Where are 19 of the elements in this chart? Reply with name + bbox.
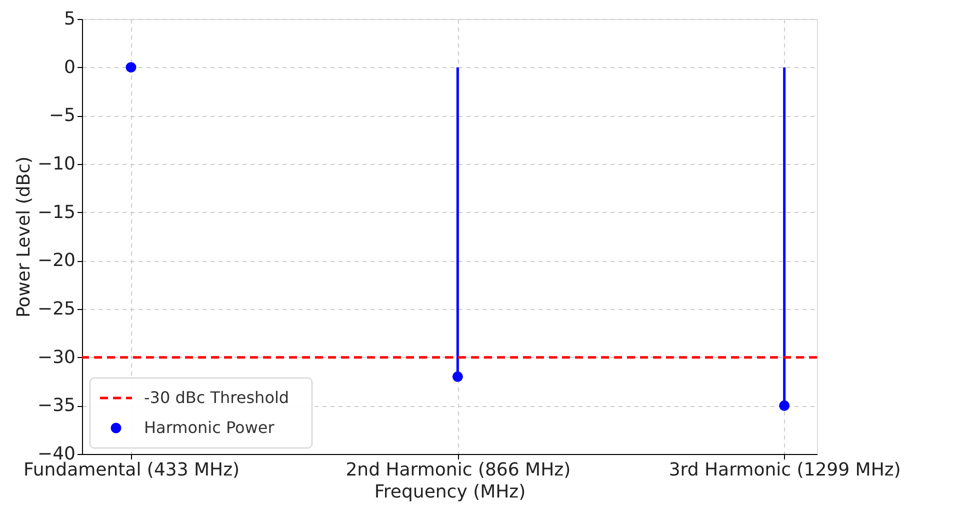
x-tick-label: 3rd Harmonic (1299 MHz) [668,460,901,480]
y-tick-label: −30 [38,346,76,368]
y-tick-label: −20 [38,250,76,272]
legend-label: -30 dBc Threshold [144,388,290,407]
y-tick-label: −25 [38,298,76,320]
x-axis-title: Frequency (MHz) [374,482,526,502]
point [452,371,463,382]
y-tick-label: −35 [38,395,76,416]
x-tick-label: 2nd Harmonic (866 MHz) [346,460,571,480]
y-tick-label: −5 [48,105,76,126]
y-tick-label: 5 [64,8,76,30]
y-tick-label: 0 [64,56,76,78]
point [126,62,136,73]
legend-label: Harmonic Power [144,418,275,437]
x-tick-label: Fundamental (433 MHz) [23,460,240,480]
y-tick-label: −10 [38,154,76,174]
y-axis-title: Power Level (dBc) [14,156,35,318]
point [779,400,790,411]
y-tick-label: −15 [38,202,76,223]
